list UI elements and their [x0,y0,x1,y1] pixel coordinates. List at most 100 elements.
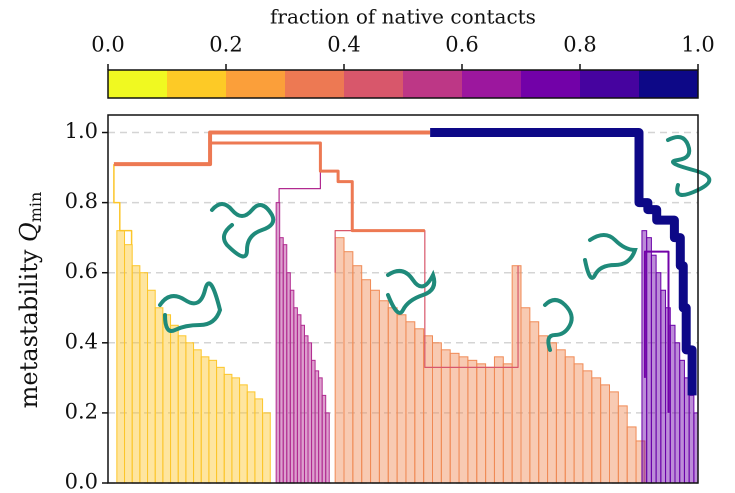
leaf [674,342,681,483]
leaf [520,307,531,483]
colorbar-tick-label: 1.0 [681,33,714,57]
leaf [555,349,566,483]
colorbar-segment [580,70,640,98]
colorbar-segment [226,70,286,98]
leaf [139,272,149,483]
leaf [414,328,425,483]
leaf [387,307,398,483]
leaf [650,254,657,483]
colorbar-tick-label: 0.2 [209,33,242,57]
leaf [449,352,460,483]
y-tick-label: 0.0 [65,470,98,493]
leaf [311,359,316,483]
leaf [609,391,619,483]
colorbar-tick-label: 0.0 [91,33,124,57]
colorbar-tick-label: 0.4 [327,33,360,57]
leaf [378,300,389,483]
leaf [321,394,327,483]
leaf [231,377,241,483]
link [334,230,519,368]
leaf [485,366,495,483]
leaf [582,370,593,483]
leaf [432,342,442,483]
plot-area [113,128,698,483]
leaf [303,335,309,483]
leaf [246,391,256,483]
structure [543,298,574,352]
y-label-subscript: min [26,192,45,223]
leaf [655,272,662,483]
leaf [660,289,667,483]
leaf [223,373,233,483]
leaf [669,324,676,483]
leaf [147,289,156,483]
leaf [564,356,575,483]
leaf [170,324,179,483]
colorbar-segment [167,70,227,98]
colorbar-segment [521,70,581,98]
leaf [679,359,685,483]
leaf [352,265,363,483]
link [430,128,697,396]
colorbar-segment [403,70,463,98]
leaf [370,289,380,483]
leaf [162,314,172,483]
leaf [116,230,126,483]
leaf [200,356,210,483]
link [643,250,670,413]
leaf [124,244,133,483]
leaf [573,363,584,483]
leaf [600,384,611,483]
colorbar-frame [107,69,699,99]
leaf [511,265,522,483]
leaf [318,377,323,483]
leaf [343,251,354,483]
leaf [275,202,281,483]
leaf [493,356,504,483]
y-label-symbol: Q [15,222,43,242]
structures [158,134,712,352]
colorbar-segment [462,70,522,98]
leaf [529,321,540,483]
leaf [334,237,345,483]
leaf [617,405,628,483]
leaf [547,342,557,483]
structure [583,233,638,280]
structure [386,269,437,315]
leaf [216,366,225,483]
leaf [361,279,372,483]
leaf [286,272,291,483]
colorbar-tick-label: 0.6 [445,33,478,57]
colorbar-segment [285,70,345,98]
leaf [458,356,469,483]
leaf [282,244,288,483]
plot-frame [107,114,699,484]
leaf [688,394,695,483]
colorbar-segment [344,70,404,98]
y-tick-label: 0.4 [65,329,98,353]
leaf [131,265,141,483]
leaf [476,363,487,483]
leaf [591,377,602,483]
leaf [502,363,513,483]
leaf [538,335,549,483]
leaf [154,307,164,483]
link [113,130,431,167]
leaf [208,359,218,483]
link [210,141,425,233]
leaf [626,426,637,483]
leaf [440,349,451,483]
y-tick-label: 0.6 [65,259,98,283]
leaf [467,359,478,483]
leaf [635,440,646,483]
y-tick-label: 0.2 [65,399,98,423]
leaf [239,384,248,483]
colorbar-segment [639,70,699,98]
leaf [646,237,652,483]
leaf [396,314,407,483]
y-axis-label: metastability Qmin [15,192,45,409]
leaf [300,324,305,483]
leaf [185,342,195,483]
y-tick-label: 1.0 [65,119,98,143]
